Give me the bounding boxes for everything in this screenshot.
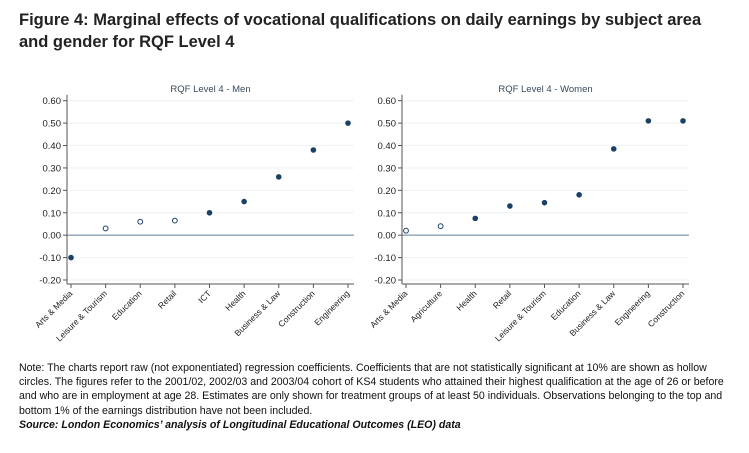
panel-title: RQF Level 4 - Men bbox=[170, 84, 250, 95]
note-text: Note: The charts report raw (not exponen… bbox=[19, 362, 724, 417]
charts: RQF Level 4 - Men -0.20 -0.10 0.00 0.10 0.20 0… bbox=[33, 84, 689, 343]
data-point-filled bbox=[206, 209, 213, 216]
data-point-hollow bbox=[437, 223, 444, 230]
y-tick-label: 0.30 bbox=[378, 163, 397, 174]
y-tick-label: 0.20 bbox=[43, 186, 62, 197]
y-tick-label: -0.10 bbox=[39, 253, 61, 264]
figure-note: Note: The charts report raw (not exponen… bbox=[19, 361, 734, 432]
data-point-filled bbox=[345, 120, 351, 126]
y-tick-label: 0.40 bbox=[378, 141, 397, 152]
x-tick-label: Retail bbox=[156, 288, 179, 311]
x-tick-label: Agriculture bbox=[408, 288, 444, 324]
y-tick-label: 0.10 bbox=[378, 208, 397, 219]
data-point-hollow bbox=[171, 217, 178, 224]
y-tick-label: 0.00 bbox=[43, 231, 62, 242]
y-tick-label: 0.20 bbox=[378, 186, 397, 197]
x-tick-label: Arts & Media bbox=[368, 288, 410, 330]
data-point-filled bbox=[610, 146, 617, 152]
data-point-filled bbox=[645, 118, 652, 124]
panel-title: RQF Level 4 - Women bbox=[498, 84, 592, 95]
data-point-filled bbox=[541, 199, 548, 206]
y-tick-label: 0.00 bbox=[378, 231, 397, 242]
x-tick-label: ICT bbox=[196, 288, 213, 305]
y-tick-label: -0.10 bbox=[374, 253, 396, 264]
data-point-filled bbox=[576, 192, 582, 198]
source-text: Source: London Economics’ analysis of Lo… bbox=[19, 418, 461, 431]
y-tick-label: 0.50 bbox=[43, 119, 62, 130]
y-tick-label: 0.60 bbox=[378, 96, 397, 107]
data-point-filled bbox=[507, 203, 513, 209]
data-point-hollow bbox=[403, 227, 409, 234]
y-tick-label: -0.20 bbox=[374, 276, 396, 287]
y-tick-label: 0.50 bbox=[378, 119, 397, 130]
data-point-filled bbox=[472, 215, 479, 222]
x-tick-label: Retail bbox=[491, 288, 514, 311]
x-tick-label: Education bbox=[549, 288, 583, 322]
data-point-filled bbox=[310, 147, 317, 153]
y-tick-label: 0.30 bbox=[43, 163, 62, 174]
x-tick-label: Construction bbox=[276, 288, 317, 329]
x-tick-label: Education bbox=[110, 288, 144, 322]
x-tick-label: Construction bbox=[646, 288, 687, 329]
data-point-filled bbox=[275, 174, 282, 180]
data-point-hollow bbox=[102, 225, 109, 232]
y-tick-label: 0.60 bbox=[43, 96, 62, 107]
data-point-filled bbox=[241, 198, 247, 205]
data-point-hollow bbox=[137, 218, 144, 225]
data-point-filled bbox=[68, 254, 74, 261]
x-tick-label: Health bbox=[454, 288, 479, 313]
x-tick-label: Engineering bbox=[312, 288, 351, 327]
figure-title: Figure 4: Marginal effects of vocational… bbox=[19, 11, 702, 51]
x-tick-label: Health bbox=[223, 288, 248, 313]
y-tick-label: 0.40 bbox=[43, 141, 62, 152]
data-point-filled bbox=[680, 118, 686, 124]
y-tick-label: 0.10 bbox=[43, 208, 62, 219]
y-tick-label: -0.20 bbox=[39, 276, 61, 287]
